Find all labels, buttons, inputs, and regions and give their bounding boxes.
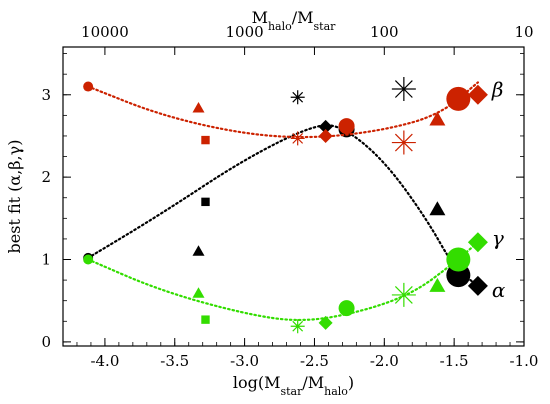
y-tick-label: 1	[41, 251, 51, 269]
marker-asterisk	[290, 131, 305, 146]
marker-triangle	[192, 245, 205, 256]
top-tick-label: 100	[370, 23, 399, 41]
marker-square	[201, 135, 210, 145]
data-point	[391, 130, 416, 155]
marker-asterisk	[290, 90, 305, 105]
data-point	[290, 319, 305, 334]
y-tick-label: 0	[41, 333, 51, 351]
x-tick-label: -2.5	[300, 352, 329, 370]
marker-diamond	[318, 128, 333, 143]
data-point	[429, 277, 446, 292]
series-2: β	[83, 78, 503, 155]
marker-triangle	[192, 287, 205, 298]
data-point	[391, 282, 416, 307]
data-point	[201, 315, 210, 324]
data-point	[192, 245, 205, 256]
data-point	[290, 90, 305, 105]
top-tick-label: 10	[514, 23, 533, 41]
y-axis-title: best fit (α,β,γ)	[5, 140, 24, 254]
x-tick-label: -3.0	[230, 352, 259, 370]
data-point	[201, 135, 210, 145]
marker-asterisk	[391, 130, 416, 155]
data-point	[318, 128, 333, 143]
series-label: γ	[492, 226, 504, 250]
data-point	[338, 300, 355, 317]
trend-line	[87, 124, 479, 287]
axes-layer: -4.0 -3.5 -3.0 -2.5 -2.0 -1.5 -1.0 0 1 2 3 10000 100…	[5, 8, 538, 398]
data-point	[290, 131, 305, 146]
data-point	[446, 247, 471, 272]
plot-area: α β γ	[83, 77, 506, 334]
marker-asterisk	[290, 319, 305, 334]
marker-diamond	[467, 84, 488, 105]
data-point	[318, 119, 333, 134]
data-point	[446, 86, 471, 111]
plot-frame	[62, 46, 525, 347]
marker-circle	[338, 300, 355, 317]
data-point	[192, 101, 205, 113]
x-tick-label: -2.0	[370, 352, 399, 370]
marker-triangle	[192, 101, 205, 113]
data-point	[83, 254, 94, 265]
data-point	[201, 197, 210, 207]
marker-diamond	[318, 315, 333, 330]
marker-asterisk	[391, 77, 416, 102]
data-point	[192, 287, 205, 298]
data-point	[83, 81, 94, 92]
marker-diamond	[467, 275, 488, 296]
marker-diamond	[467, 232, 488, 253]
top-tick-label: 1000	[226, 23, 264, 41]
y-tick-label: 2	[41, 168, 51, 186]
series-3: γ	[83, 226, 504, 334]
marker-asterisk	[391, 282, 416, 307]
marker-triangle	[429, 277, 446, 292]
top-tick-label: 10000	[81, 23, 129, 41]
marker-circle	[83, 254, 94, 265]
marker-diamond	[318, 119, 333, 134]
trend-line	[87, 241, 479, 322]
marker-triangle	[429, 111, 446, 126]
top-axis-title: Mhalo/Mstar	[252, 8, 337, 33]
data-point	[429, 111, 446, 126]
data-point	[467, 84, 488, 105]
marker-square	[201, 315, 210, 324]
data-point	[391, 77, 416, 102]
data-point	[429, 201, 446, 216]
x-tick-label: -4.0	[90, 352, 119, 370]
marker-square	[201, 197, 210, 207]
marker-circle	[446, 86, 471, 111]
x-tick-label: -1.0	[510, 352, 539, 370]
x-tick-label: -3.5	[160, 352, 189, 370]
series-label: α	[492, 278, 506, 302]
trend-line	[87, 81, 479, 139]
marker-circle	[446, 247, 471, 272]
x-tick-label: -1.5	[440, 352, 469, 370]
y-tick-label: 3	[41, 86, 51, 104]
marker-triangle	[429, 201, 446, 216]
series-label: β	[491, 78, 504, 102]
marker-circle	[83, 81, 94, 92]
data-point	[318, 315, 333, 330]
data-point	[467, 275, 488, 296]
x-axis-title: log(Mstar/Mhalo)	[233, 373, 354, 398]
data-point	[338, 118, 355, 135]
data-point	[467, 232, 488, 253]
marker-circle	[338, 118, 355, 135]
